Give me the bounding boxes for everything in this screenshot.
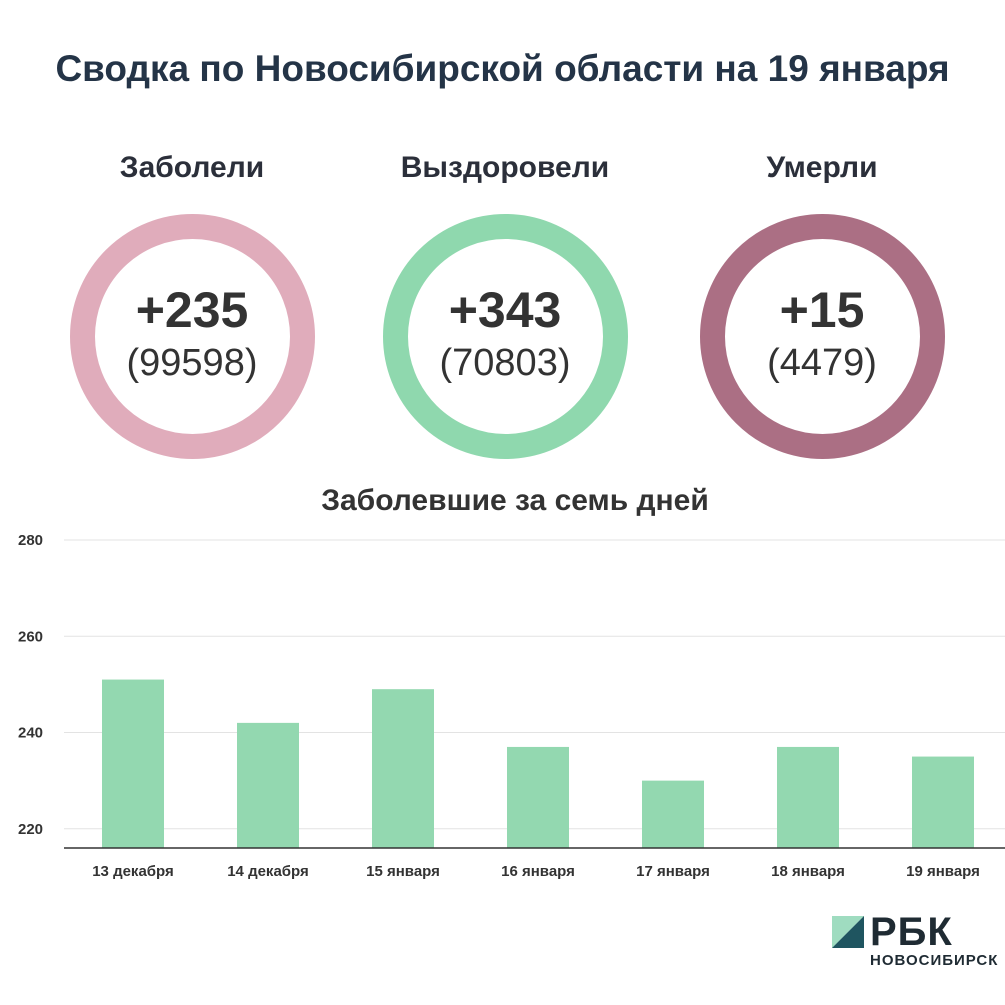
logo-text: РБК [870, 910, 953, 954]
stat-recovered: Выздоровели +343 (70803) [355, 148, 655, 459]
x-tick-label: 19 января [906, 863, 980, 880]
page-title: Сводка по Новосибирской области на 19 ян… [55, 48, 950, 89]
x-tick-label: 18 января [771, 863, 845, 880]
logo-subtitle: НОВОСИБИРСК [870, 952, 999, 969]
stat-label: Заболели [119, 151, 265, 184]
y-tick-label: 260 [18, 628, 43, 645]
stat-label: Выздоровели [400, 151, 610, 184]
bar [237, 722, 299, 848]
deaths-total: (4479) [767, 341, 877, 384]
recovered-delta: +343 [448, 281, 562, 338]
bar [912, 756, 974, 848]
y-tick-label: 240 [18, 725, 43, 742]
x-tick-label: 13 декабря [92, 863, 174, 880]
y-tick-label: 280 [18, 532, 43, 549]
infected-delta: +235 [135, 281, 249, 338]
chart-title: Заболевшие за семь дней [321, 484, 709, 517]
bar [102, 679, 164, 848]
infected-ring: +235 (99598) [69, 214, 315, 459]
x-tick-label: 15 января [366, 863, 440, 880]
stat-label: Умерли [766, 151, 878, 184]
bar [507, 746, 569, 848]
recovered-ring: +343 (70803) [382, 214, 628, 459]
recovered-total: (70803) [439, 341, 571, 384]
y-tick-label: 220 [18, 821, 43, 838]
stat-deaths: Умерли +15 (4479) [672, 148, 972, 459]
rbc-logo: РБК НОВОСИБИРСК [830, 910, 1000, 972]
bar-chart: 220 240 260 280 13 декабря 14 декабря 15 январ… [18, 532, 1005, 880]
bar [372, 689, 434, 848]
x-tick-label: 14 декабря [227, 863, 309, 880]
deaths-ring: +15 (4479) [699, 214, 945, 459]
x-tick-label: 16 января [501, 863, 575, 880]
stat-infected: Заболели +235 (99598) [42, 148, 342, 459]
infected-total: (99598) [126, 341, 258, 384]
rbc-logo-icon [832, 916, 864, 948]
x-tick-label: 17 января [636, 863, 710, 880]
bar [777, 746, 839, 848]
bar [642, 780, 704, 848]
deaths-delta: +15 [779, 281, 865, 338]
